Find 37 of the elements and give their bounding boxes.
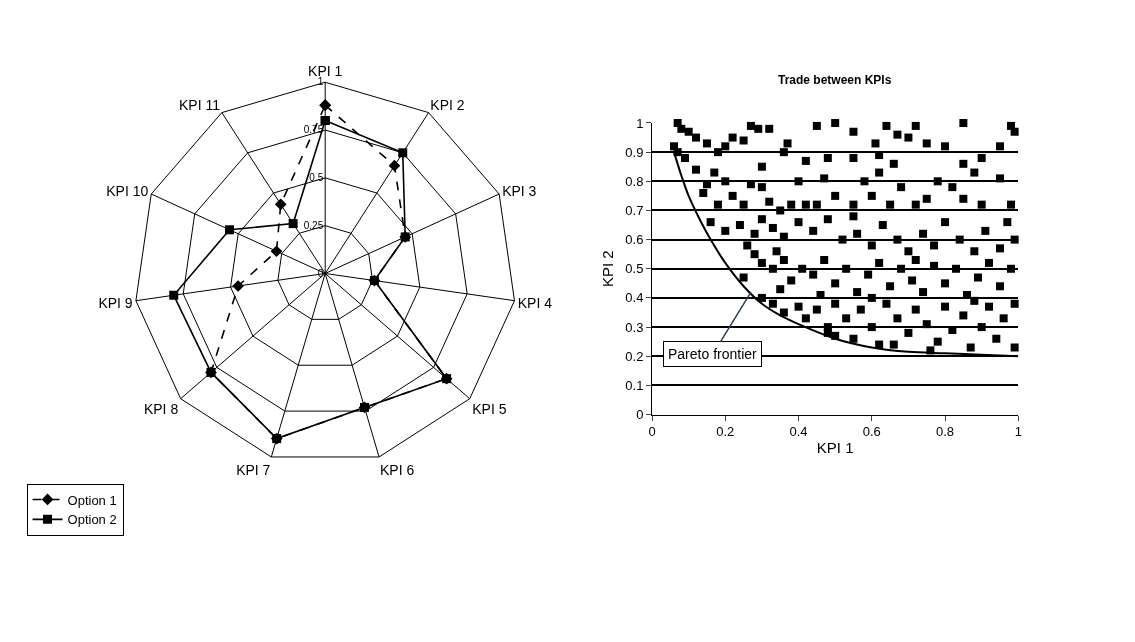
x-tick-label: 0.6 bbox=[862, 424, 881, 440]
y-tick-label: 0.7 bbox=[625, 203, 644, 219]
spoke-label: KPI 8 bbox=[143, 400, 179, 417]
y-tick-label: 1 bbox=[636, 115, 644, 131]
x-tick-label: 0.4 bbox=[789, 424, 808, 440]
y-tick-label: 0.4 bbox=[625, 290, 644, 306]
spoke-label: KPI 2 bbox=[430, 97, 465, 114]
spoke-label: KPI 5 bbox=[472, 400, 507, 417]
spoke-label: KPI 4 bbox=[517, 295, 553, 311]
x-axis-title: KPI 1 bbox=[816, 439, 854, 457]
legend-label: Option 2 bbox=[67, 512, 117, 528]
y-tick-label: 0.5 bbox=[625, 261, 644, 277]
spoke-label: KPI 6 bbox=[380, 461, 415, 478]
x-tick-label: 0.2 bbox=[716, 424, 735, 440]
spoke-label: KPI 10 bbox=[106, 182, 149, 199]
y-tick-label: 0.5 bbox=[309, 172, 324, 184]
y-tick-label: 0.3 bbox=[625, 319, 644, 335]
y-tick-label: 0.25 bbox=[303, 219, 324, 231]
spoke-label: KPI 3 bbox=[502, 182, 537, 199]
x-tick-label: 0.8 bbox=[936, 424, 955, 440]
y-tick-label: 0.6 bbox=[625, 232, 644, 248]
x-tick-label: 0 bbox=[648, 424, 656, 440]
spoke-label: KPI 9 bbox=[98, 295, 133, 311]
x-tick-label: 1 bbox=[1014, 424, 1022, 440]
y-tick-label: 0.9 bbox=[625, 144, 644, 160]
y-tick-label: 0 bbox=[317, 267, 324, 279]
y-tick-label: 0.2 bbox=[625, 348, 644, 364]
chart-title: Trade between KPIs bbox=[778, 73, 892, 87]
y-axis-title: KPI 2 bbox=[598, 250, 616, 288]
y-tick-label: 0.8 bbox=[625, 173, 644, 189]
y-tick-label: 0.1 bbox=[625, 377, 644, 393]
spoke-label: KPI 11 bbox=[179, 97, 221, 114]
y-tick-label: 1 bbox=[317, 76, 324, 88]
legend-label: Option 1 bbox=[67, 492, 117, 508]
y-tick-label: 0 bbox=[636, 407, 644, 423]
spoke-label: KPI 7 bbox=[236, 461, 271, 478]
annotation: Pareto frontier bbox=[668, 346, 758, 362]
